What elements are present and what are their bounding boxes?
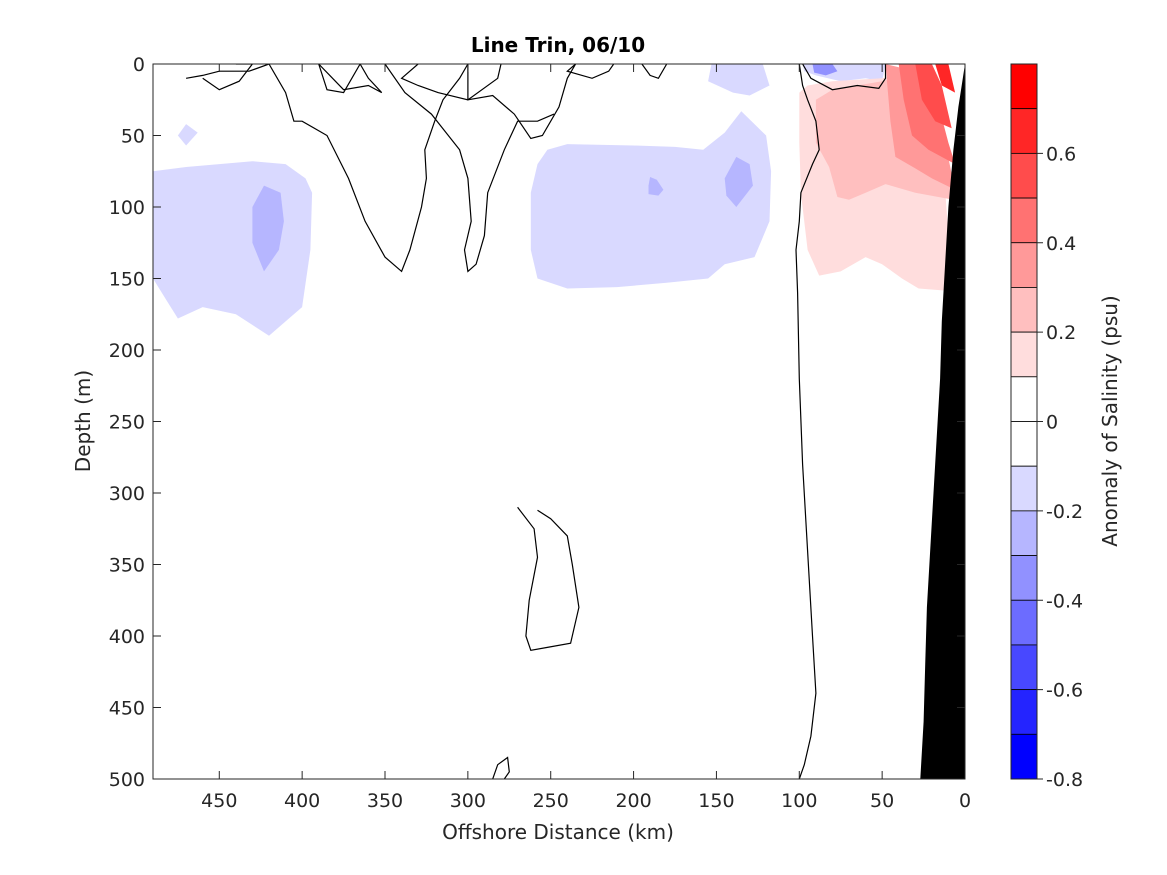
colorbar-band [1010, 421, 1038, 467]
y-axis-label: Depth (m) [71, 370, 95, 472]
region-fresh-west [153, 161, 313, 336]
colorbar-band [1010, 733, 1038, 780]
colorbar-tick-label: -0.2 [1046, 501, 1083, 523]
y-tick-label: 250 [109, 412, 145, 434]
zero-contour-line-12 [384, 64, 555, 273]
x-tick-label: 250 [533, 790, 569, 812]
colorbar-tick-label: -0.8 [1046, 769, 1083, 791]
colorbar-ticks: 0.6 0.4 0.2 0 -0.2 -0.4 -0.6 -0.8 [1037, 143, 1083, 791]
colorbar-band [1010, 644, 1038, 691]
colorbar-tick-label: -0.6 [1046, 680, 1083, 702]
zero-contour-line-13 [268, 64, 469, 273]
zero-contour-line-7 [517, 506, 580, 651]
x-tick-label: 450 [201, 790, 237, 812]
region-fresh-small-patch [177, 124, 198, 146]
plot-area: 450 400 350 300 250 200 150 100 50 0 050100150200… [109, 54, 971, 812]
colorbar-tick-label: 0 [1046, 412, 1058, 434]
x-tick-label: 200 [615, 790, 651, 812]
colorbar-band [1010, 331, 1038, 378]
colorbar-band [1010, 287, 1038, 333]
region-fresh-central-core-b [648, 177, 664, 196]
x-axis-label: Offshore Distance (km) [442, 820, 674, 844]
colorbar-band [1010, 599, 1038, 646]
y-tick-label: 100 [109, 197, 145, 219]
colorbar-band [1010, 555, 1038, 601]
region-fresh-top-a [708, 64, 770, 96]
colorbar-tick-label: -0.4 [1046, 590, 1083, 612]
y-tick-label: 200 [109, 340, 145, 362]
colorbar-label: Anomaly of Salinity (psu) [1098, 295, 1122, 546]
y-tick-label: 400 [109, 626, 145, 648]
x-axis-ticks: 450 400 350 300 250 200 150 100 50 0 [201, 64, 971, 812]
region-fresh-top-core [812, 64, 838, 76]
colorbar-band [1010, 197, 1038, 244]
y-tick-label: 450 [109, 698, 145, 720]
land-mask-layer [920, 64, 965, 779]
y-tick-label: 300 [109, 483, 145, 505]
chart-title: Line Trin, 06/10 [471, 33, 645, 57]
colorbar: 0.6 0.4 0.2 0 -0.2 -0.4 -0.6 -0.8 [1010, 63, 1083, 791]
zero-contour-lines [185, 64, 887, 779]
zero-contour-line-1 [467, 64, 577, 140]
y-tick-label: 350 [109, 555, 145, 577]
zero-contour-line-9 [202, 64, 254, 91]
x-tick-label: 400 [284, 790, 320, 812]
colorbar-band [1010, 108, 1038, 154]
colorbar-tick-label: 0.6 [1046, 143, 1076, 165]
zero-contour-line-2 [566, 64, 615, 79]
land-mask [920, 64, 965, 779]
y-axis-ticks: 0 50 100 150 200 250 300 350 400 450 500 [109, 54, 965, 791]
x-tick-label: 100 [781, 790, 817, 812]
colorbar-tick-label: 0.2 [1046, 322, 1076, 344]
region-salty-6 [935, 64, 956, 93]
colorbar-band [1010, 376, 1038, 422]
colorbar-band [1010, 152, 1038, 199]
zero-contour-line-0 [318, 64, 361, 94]
region-salty-5 [915, 64, 952, 129]
x-tick-label: 350 [367, 790, 403, 812]
colorbar-tick-label: 0.4 [1046, 233, 1076, 255]
filled-contour-regions [153, 64, 956, 336]
y-tick-label: 50 [121, 126, 145, 148]
y-tick-label: 150 [109, 269, 145, 291]
colorbar-band [1010, 510, 1038, 556]
colorbar-bands [1010, 63, 1038, 780]
colorbar-band [1010, 63, 1038, 110]
y-tick-label: 500 [109, 769, 145, 791]
region-fresh-central [530, 111, 772, 289]
zero-contour-line-8 [492, 756, 510, 779]
colorbar-band [1010, 465, 1038, 512]
zero-contour-line-4 [795, 64, 820, 779]
zero-contour-line-11 [318, 64, 383, 94]
x-tick-label: 300 [450, 790, 486, 812]
region-fresh-central-core-a [724, 156, 753, 207]
zero-contour-line-6 [400, 64, 502, 101]
x-tick-label: 0 [959, 790, 971, 812]
zero-contour-line-3 [641, 64, 668, 80]
y-tick-label: 0 [133, 54, 145, 76]
zero-contour-line-5 [802, 64, 887, 91]
x-tick-label: 50 [870, 790, 894, 812]
region-fresh-west-core [252, 185, 284, 272]
x-tick-label: 150 [698, 790, 734, 812]
region-salty-4 [898, 64, 956, 165]
colorbar-band [1010, 242, 1038, 288]
colorbar-band [1010, 689, 1038, 735]
